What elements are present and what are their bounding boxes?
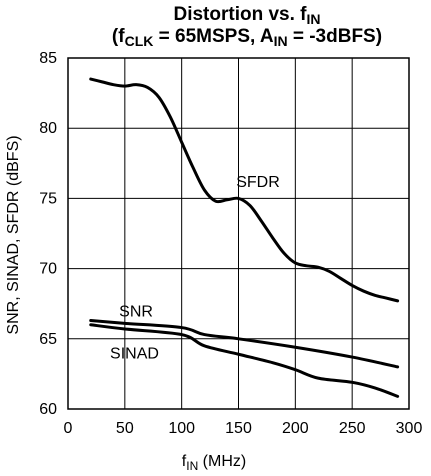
y-tick-label-80: 80 <box>39 120 57 137</box>
x-tick-label-200: 200 <box>282 420 309 437</box>
y-tick-label-85: 85 <box>39 50 57 67</box>
snr-series-label: SNR <box>119 303 153 320</box>
snr-series-line <box>89 319 400 369</box>
x-tick-label-0: 0 <box>64 420 73 437</box>
chart-title-line-2: (fCLK = 65MSPS, AIN = -3dBFS) <box>112 26 382 49</box>
x-tick-label-100: 100 <box>168 420 195 437</box>
series-label-group: SFDR SNR SINAD <box>110 174 280 362</box>
y-tick-label-70: 70 <box>39 261 57 278</box>
y-tick-label-60: 60 <box>39 401 57 418</box>
chart-title: Distortion vs. fIN (fCLK = 65MSPS, AIN =… <box>112 4 382 49</box>
plot-border <box>67 57 410 410</box>
tick-label-group: 0 50 100 150 200 250 300 60 65 70 75 80 85 <box>39 50 422 437</box>
sinad-series-label: SINAD <box>110 345 159 362</box>
y-axis-label: SNR, SINAD, SFDR (dBFS) <box>5 135 22 334</box>
chart-title-line-1: Distortion vs. fIN <box>173 4 320 27</box>
y-tick-label-75: 75 <box>39 190 57 207</box>
y-tick-label-65: 65 <box>39 331 57 348</box>
x-tick-label-300: 300 <box>396 420 423 437</box>
x-tick-label-150: 150 <box>225 420 252 437</box>
x-tick-label-50: 50 <box>116 420 134 437</box>
sinad-series-line <box>89 323 400 398</box>
series-group <box>89 77 400 398</box>
sfdr-series-line <box>89 77 400 303</box>
x-axis-label: fIN (MHz) <box>182 453 246 473</box>
sfdr-series-label: SFDR <box>236 174 280 191</box>
x-tick-label-250: 250 <box>339 420 366 437</box>
